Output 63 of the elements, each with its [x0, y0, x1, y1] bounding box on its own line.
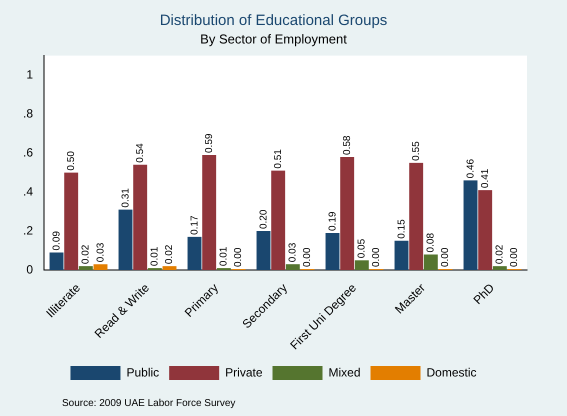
- legend-label: Private: [225, 365, 263, 380]
- bar: [78, 266, 93, 270]
- bar: [394, 240, 408, 270]
- data-label: 0.00: [371, 247, 382, 268]
- data-label: 0.02: [494, 244, 506, 264]
- legend-label: Domestic: [426, 365, 477, 380]
- data-label: 0.41: [480, 168, 491, 188]
- bar: [188, 236, 202, 270]
- chart-subtitle: By Sector of Employment: [200, 31, 348, 46]
- data-label: 0.46: [465, 158, 476, 178]
- y-tick-label: 0: [26, 262, 34, 276]
- data-label: 0.54: [134, 142, 146, 163]
- bar: [50, 252, 64, 270]
- data-label: 0.08: [426, 232, 437, 252]
- bar: [271, 170, 286, 270]
- bar: [94, 264, 108, 270]
- bar: [162, 266, 176, 270]
- bar: [118, 210, 132, 270]
- data-label: 0.20: [258, 209, 270, 230]
- data-label: 0.17: [189, 215, 200, 235]
- data-label: 0.09: [51, 230, 62, 250]
- bar: [478, 190, 492, 270]
- legend-label: Mixed: [328, 365, 361, 380]
- bar: [409, 162, 424, 270]
- y-tick-label: .8: [22, 106, 34, 120]
- data-label: 0.58: [342, 135, 353, 155]
- data-label: 0.01: [218, 246, 230, 266]
- data-label: 0.31: [120, 188, 132, 208]
- data-label: 0.03: [95, 242, 106, 262]
- y-tick-label: 1: [26, 67, 34, 82]
- data-label: 0.02: [164, 244, 176, 264]
- y-tick-label: .4: [22, 184, 34, 198]
- data-label: 0.00: [233, 247, 244, 268]
- bar: [286, 264, 300, 270]
- chart-title: Distribution of Educational Groups: [160, 12, 388, 30]
- data-label: 0.00: [509, 247, 520, 268]
- data-label: 0.50: [66, 150, 77, 171]
- bar: [133, 164, 148, 270]
- bar: [424, 254, 438, 270]
- data-label: 0.51: [272, 148, 284, 169]
- bar: [256, 231, 270, 270]
- legend-label: Public: [126, 365, 160, 380]
- data-label: 0.59: [204, 133, 215, 154]
- data-label: 0.02: [80, 244, 92, 264]
- data-label: 0.55: [410, 140, 422, 161]
- bar: [326, 233, 340, 270]
- data-label: 0.15: [396, 218, 408, 239]
- y-tick-label: .2: [22, 223, 34, 238]
- bar: [340, 156, 354, 270]
- data-label: 0.01: [150, 246, 161, 266]
- bar: [464, 180, 478, 270]
- bar: [492, 266, 507, 270]
- x-tick-label: PhD: [470, 280, 498, 308]
- y-tick-label: .6: [22, 145, 34, 160]
- data-label: 0.03: [288, 242, 299, 262]
- data-label: 0.05: [356, 238, 368, 258]
- source-note: Source: 2009 UAE Labor Force Survey: [62, 398, 236, 409]
- bar: [202, 155, 216, 270]
- bar: [64, 172, 78, 270]
- data-label: 0.19: [327, 211, 338, 232]
- bar: [354, 260, 369, 270]
- data-label: 0.00: [302, 247, 314, 268]
- data-label: 0.00: [440, 247, 452, 268]
